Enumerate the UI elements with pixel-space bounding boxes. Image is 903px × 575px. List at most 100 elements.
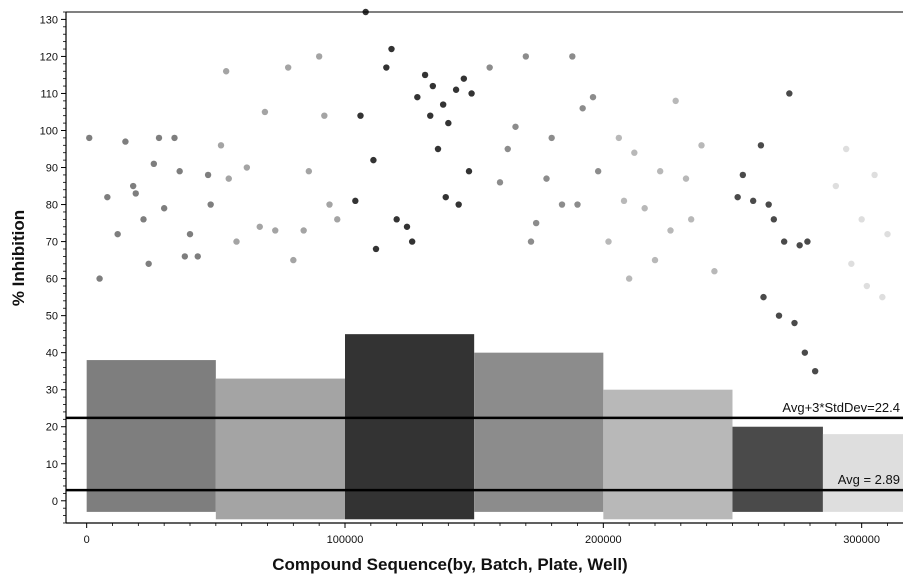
y-tick-label: 80	[46, 200, 58, 212]
batch-7-point	[848, 260, 855, 267]
batch-2-point	[272, 227, 279, 234]
reference-line-label-1: Avg = 2.89	[838, 472, 900, 487]
batch-2-point	[217, 142, 225, 149]
batch-3-point	[429, 82, 437, 90]
batch-6-point	[757, 142, 765, 149]
batch-1-point	[114, 230, 121, 238]
batch-5-point	[615, 134, 623, 142]
batch-2-point	[326, 201, 333, 208]
batch-2-point	[261, 108, 269, 116]
batch-1-point	[181, 253, 189, 260]
batch-7-point	[879, 293, 886, 301]
x-axis-title: Compound Sequence(by, Batch, Plate, Well…	[272, 555, 627, 574]
batch-3-point	[372, 245, 380, 253]
y-tick-label: 50	[46, 311, 58, 323]
batch-6-point	[765, 201, 772, 208]
batch-3-point	[388, 45, 395, 53]
batch-3-point	[427, 112, 434, 119]
batch-1-point	[160, 205, 168, 212]
batch-1-point	[122, 138, 129, 145]
batch-6-point	[804, 238, 811, 245]
x-tick-label: 200000	[585, 534, 622, 546]
batch-4-point	[527, 238, 535, 245]
batch-2-point	[300, 227, 307, 234]
batch-1-point	[171, 134, 178, 142]
x-tick-label: 100000	[327, 534, 364, 546]
reference-line-label-2: Avg+3*StdDev=22.4	[782, 400, 900, 415]
batch-5-point	[698, 142, 705, 149]
batch-2-point	[243, 164, 251, 171]
batch-5-point	[687, 216, 695, 223]
batch-2-point	[284, 64, 292, 71]
batch-4-point	[594, 168, 602, 175]
batch-5-point	[667, 227, 674, 234]
reference-lines: Avg = 2.89 Avg+3*StdDev=22.4	[66, 400, 903, 492]
batch-5-point	[672, 97, 679, 105]
batch-3-point	[383, 64, 390, 71]
y-tick-label: 90	[46, 163, 58, 175]
batch-4-point	[589, 93, 597, 101]
outlier-points	[86, 8, 891, 375]
batch-4-point	[512, 123, 519, 130]
batch-3-point	[352, 197, 359, 205]
batch-3-point	[452, 86, 460, 93]
y-tick-label: 70	[46, 237, 58, 249]
batch-1-point	[204, 171, 212, 179]
batch-3-point	[460, 75, 468, 82]
batch-4-point	[486, 64, 493, 71]
y-tick-label: 0	[52, 496, 58, 508]
batch-2-point	[334, 216, 341, 223]
batch-3-dense-band	[345, 334, 475, 520]
batch-3-point	[442, 193, 449, 201]
batch-7-point	[871, 171, 878, 179]
batch-5-point	[682, 175, 690, 182]
batch-3-point	[455, 201, 462, 208]
batch-1-point	[176, 168, 183, 175]
batch-1-dense-band	[86, 360, 216, 512]
batch-4-point	[543, 175, 550, 182]
batch-3-point	[393, 216, 400, 223]
batch-3-point	[414, 93, 421, 101]
batch-4-point	[504, 145, 511, 153]
x-tick-label: 0	[84, 534, 90, 546]
y-axis-title: % Inhibition	[9, 210, 28, 306]
batch-6-point	[775, 312, 783, 319]
axes: 0 10 20 30 40 50 60 70 80 90 100 110 120 130 0 100000 20…	[40, 11, 903, 546]
y-tick-label: 130	[40, 14, 58, 26]
y-tick-label: 110	[40, 88, 58, 100]
batch-5-point	[656, 168, 664, 175]
y-tick-label: 120	[40, 51, 58, 63]
batch-3-point	[408, 238, 416, 245]
batch-1-point	[140, 216, 147, 223]
batch-4-dense-band	[474, 352, 604, 512]
batch-5-point	[641, 205, 648, 212]
batch-2-point	[290, 256, 297, 264]
batch-1-point	[186, 230, 194, 238]
batch-6-point	[801, 349, 809, 356]
batch-6-point	[796, 242, 803, 249]
y-tick-label: 40	[46, 348, 58, 360]
batch-6-point	[734, 193, 741, 201]
batch-7-dense-band	[822, 434, 903, 512]
batch-1-point	[145, 260, 152, 267]
batch-7-point	[842, 145, 850, 153]
batch-1-point	[129, 182, 137, 190]
batch-1-point	[207, 201, 214, 208]
batch-3-point	[468, 90, 475, 97]
batch-4-point	[522, 53, 530, 60]
batch-2-point	[256, 223, 263, 230]
batch-3-point	[421, 71, 429, 79]
batch-3-point	[439, 101, 447, 108]
y-tick-label: 10	[46, 459, 58, 471]
batch-6-dense-band	[732, 426, 823, 512]
batch-2-point	[315, 53, 323, 60]
batch-2-point	[225, 175, 232, 182]
batch-2-point	[222, 68, 230, 75]
batch-6-point	[749, 197, 757, 205]
batch-5-point	[631, 149, 638, 156]
batch-5-point	[711, 268, 718, 275]
batch-7-point	[858, 216, 865, 223]
batch-4-point	[574, 201, 581, 208]
batch-4-point	[569, 53, 576, 60]
batch-5-point	[620, 197, 628, 205]
